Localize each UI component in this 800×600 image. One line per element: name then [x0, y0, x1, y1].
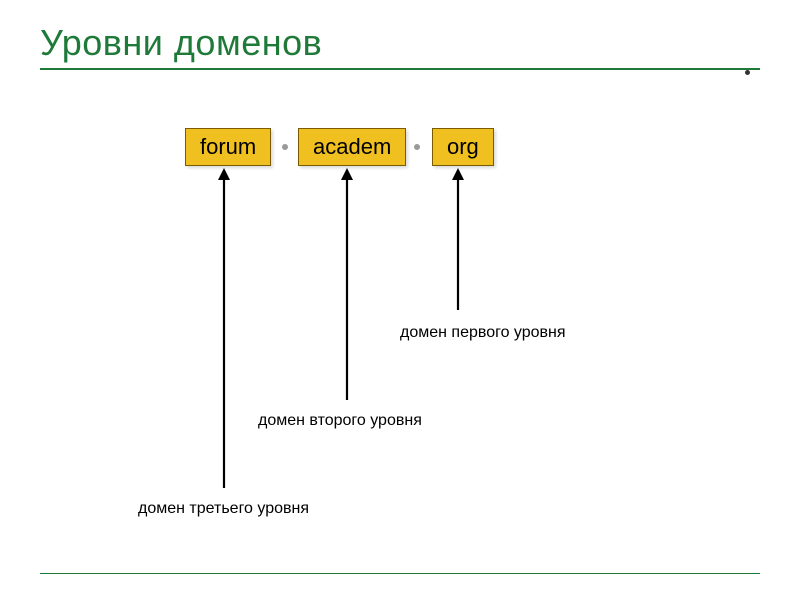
slide-title: Уровни доменов: [40, 22, 760, 64]
label-level2: домен второго уровня: [258, 412, 422, 430]
box-label: academ: [313, 134, 391, 159]
decorative-dot: [745, 70, 750, 75]
bottom-underline: [40, 573, 760, 575]
domain-box-forum: forum: [185, 128, 271, 166]
label-level3: домен третьего уровня: [138, 500, 309, 518]
arrow-level3: [214, 168, 234, 490]
label-level1: домен первого уровня: [400, 324, 566, 342]
separator-dot: [414, 144, 420, 150]
box-label: org: [447, 134, 479, 159]
separator-dot: [282, 144, 288, 150]
slide-container: Уровни доменов forum academ org домен пе…: [0, 0, 800, 600]
domain-box-org: org: [432, 128, 494, 166]
box-label: forum: [200, 134, 256, 159]
domain-box-academ: academ: [298, 128, 406, 166]
diagram-area: forum academ org домен первого уровня до…: [40, 110, 760, 530]
title-underline: [40, 68, 760, 70]
arrow-level2: [337, 168, 357, 402]
arrow-level1: [448, 168, 468, 312]
